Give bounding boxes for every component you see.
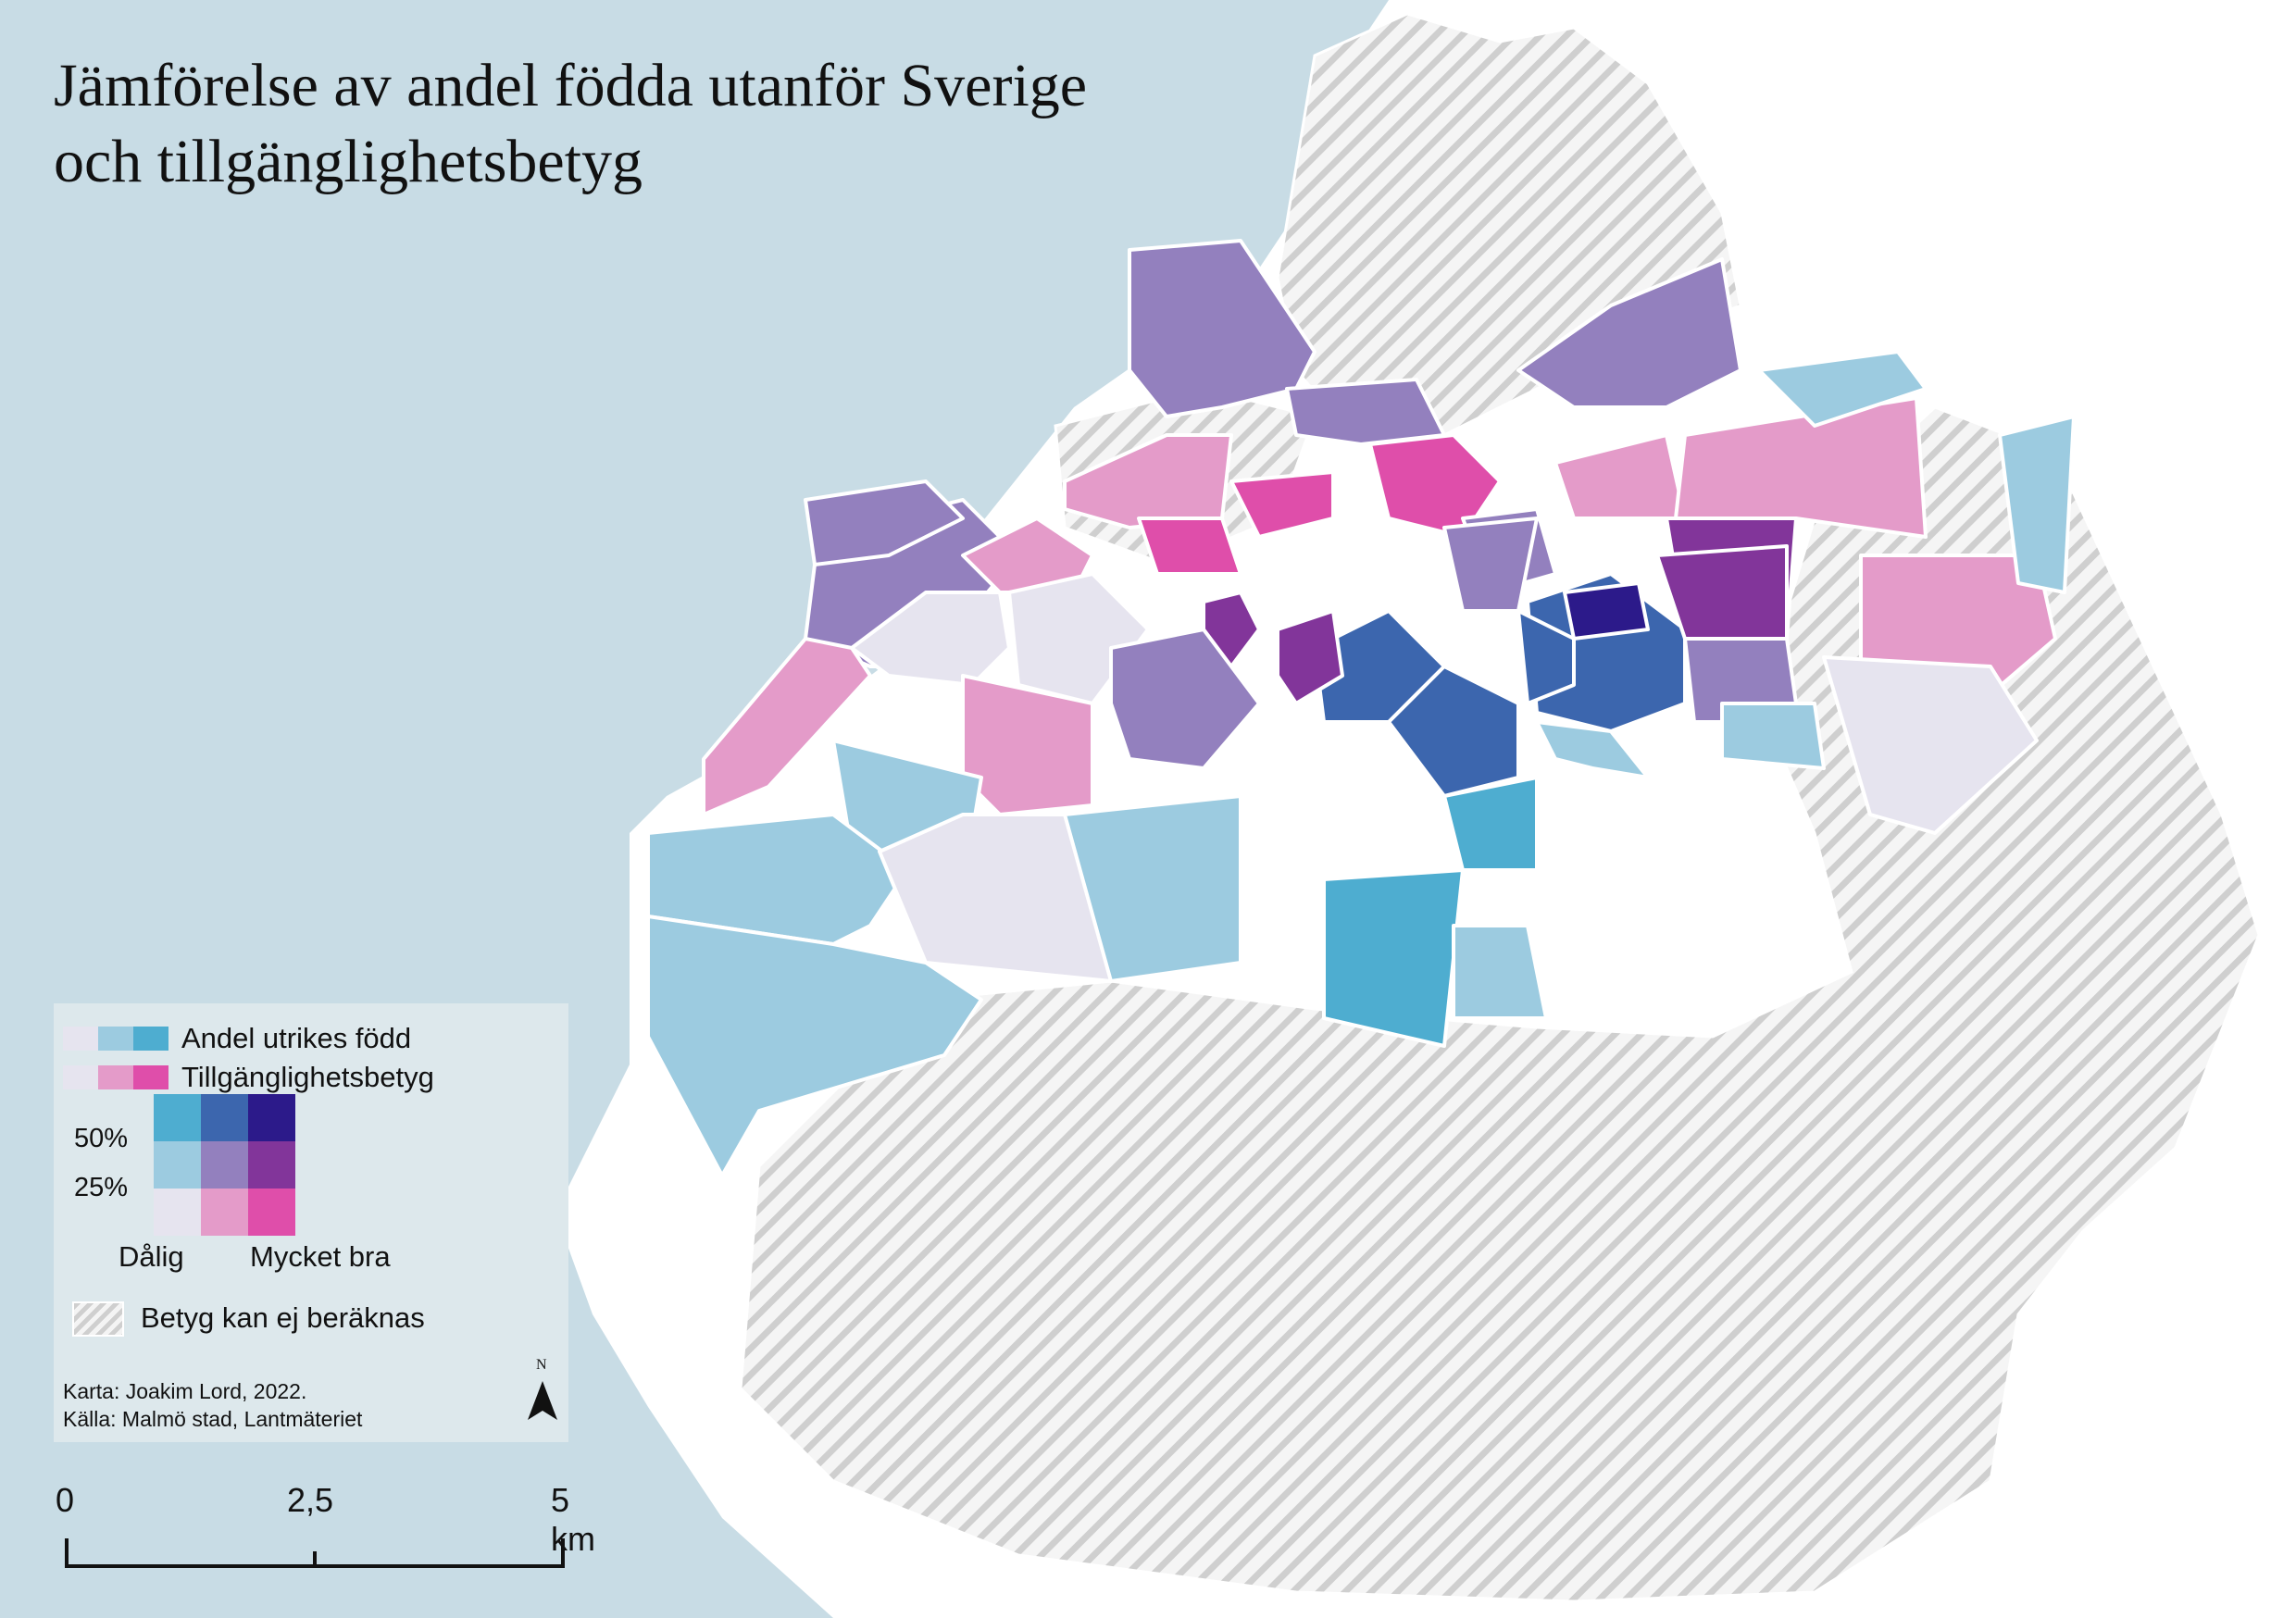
district[interactable]	[804, 479, 965, 566]
legend-swatch-medium	[98, 1065, 133, 1089]
district[interactable]	[1109, 628, 1261, 770]
scale-bar-line	[65, 1538, 565, 1568]
legend-swatch-high	[133, 1027, 168, 1051]
scale-label-0: 0	[56, 1481, 75, 1519]
district[interactable]	[1128, 239, 1316, 418]
legend-tick-50: 50%	[74, 1124, 129, 1153]
district[interactable]	[1720, 702, 1826, 770]
map-credit-author: Karta: Joakim Lord, 2022.	[63, 1379, 307, 1403]
district[interactable]	[1322, 868, 1465, 1048]
district[interactable]	[1655, 544, 1789, 641]
north-label: N	[536, 1357, 547, 1373]
legend-cell	[248, 1189, 295, 1236]
district[interactable]	[1452, 924, 1548, 1020]
legend-tick-25: 25%	[74, 1173, 129, 1202]
legend-label-accessibility: Tillgänglighetsbetyg	[181, 1061, 434, 1093]
legend-label-no-rating: Betyg kan ej beräknas	[141, 1301, 425, 1334]
district[interactable]	[1137, 517, 1242, 576]
legend-swatch-mid	[98, 1027, 133, 1051]
district[interactable]	[961, 517, 1094, 594]
district[interactable]	[1535, 720, 1650, 779]
legend-x-low: Dålig	[119, 1240, 184, 1273]
district[interactable]	[850, 591, 1011, 687]
scale-label-end: 5 km	[551, 1481, 595, 1558]
title-line-2: och tillgänglighetsbetyg	[54, 128, 643, 195]
map-credit-source: Källa: Malmö stad, Lantmäteriet	[63, 1407, 363, 1431]
legend-hatch-swatch	[72, 1301, 124, 1337]
district[interactable]	[702, 637, 872, 816]
title-line-1: Jämförelse av andel födda utanför Sverig…	[54, 52, 1088, 119]
legend-cell	[154, 1141, 201, 1189]
legend-swatch-verygood	[133, 1065, 168, 1089]
scale-bar: 0 2,5 5 km	[56, 1481, 595, 1574]
legend-swatch-poor	[63, 1065, 98, 1089]
north-arrow-icon	[528, 1381, 557, 1420]
legend-label-foreign-born: Andel utrikes född	[181, 1022, 412, 1054]
legend-row-accessibility: Tillgänglighetsbetyg	[63, 1061, 434, 1094]
bivariate-legend-grid	[154, 1094, 295, 1236]
district[interactable]	[1387, 665, 1520, 798]
district[interactable]	[1859, 554, 2057, 696]
legend-cell	[154, 1094, 201, 1141]
legend-cell	[201, 1094, 248, 1141]
district[interactable]	[1442, 517, 1539, 613]
legend-swatch-low	[63, 1027, 98, 1051]
district[interactable]	[1276, 609, 1344, 705]
district[interactable]	[961, 674, 1094, 816]
legend-x-high: Mycket bra	[250, 1240, 391, 1273]
legend: Andel utrikes född Tillgänglighetsbetyg …	[54, 1003, 568, 1442]
district[interactable]	[1516, 609, 1576, 705]
district[interactable]	[1063, 794, 1242, 983]
legend-cell	[248, 1141, 295, 1189]
district[interactable]	[1757, 350, 1928, 428]
legend-row-foreign-born: Andel utrikes född	[63, 1022, 411, 1055]
district[interactable]	[1998, 415, 2076, 594]
map-title: Jämförelse av andel födda utanför Sverig…	[54, 48, 1087, 200]
scale-label-mid: 2,5	[287, 1481, 334, 1519]
legend-cell	[201, 1141, 248, 1189]
legend-cell	[248, 1094, 295, 1141]
district[interactable]	[1285, 378, 1446, 446]
district[interactable]	[646, 915, 983, 1177]
legend-cell	[201, 1189, 248, 1236]
legend-cell	[154, 1189, 201, 1236]
district[interactable]	[1822, 655, 2039, 835]
district[interactable]	[1516, 257, 1742, 409]
district[interactable]	[1229, 470, 1335, 539]
district[interactable]	[1563, 581, 1650, 641]
district[interactable]	[1442, 776, 1539, 872]
